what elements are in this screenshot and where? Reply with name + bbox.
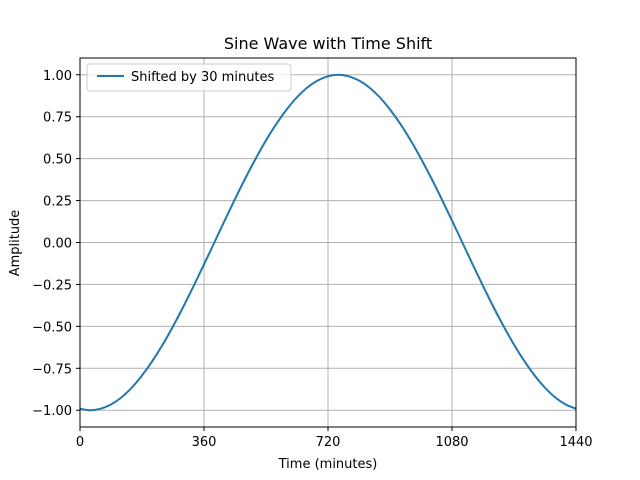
y-tick-label: 0.00 (43, 237, 72, 252)
x-axis-label: Time (minutes) (278, 457, 378, 472)
x-tick-label: 1080 (435, 435, 468, 450)
x-tick-label: 720 (316, 435, 341, 450)
x-axis: 0 360 720 1080 1440 (76, 427, 593, 450)
y-tick-label: 1.00 (43, 69, 72, 84)
y-tick-label: 0.25 (43, 195, 72, 210)
y-tick-label: −0.25 (32, 278, 72, 293)
x-tick-label: 1440 (559, 435, 592, 450)
legend: Shifted by 30 minutes (86, 63, 292, 92)
y-tick-label: −1.00 (32, 404, 72, 419)
legend-label: Shifted by 30 minutes (131, 70, 275, 85)
series-line (79, 73, 577, 412)
grid (79, 58, 577, 427)
x-tick-label: 0 (76, 435, 84, 450)
chart-title: Sine Wave with Time Shift (224, 34, 432, 53)
y-tick-label: −0.50 (32, 320, 72, 335)
y-axis-label: Amplitude (8, 210, 23, 277)
y-tick-label: 0.75 (43, 111, 72, 126)
y-tick-label: −0.75 (32, 362, 72, 377)
series-layer (79, 73, 577, 412)
legend-box (86, 63, 292, 92)
x-tick-label: 360 (192, 435, 217, 450)
y-tick-label: 0.50 (43, 153, 72, 168)
y-axis: −1.00 −0.75 −0.50 −0.25 0.00 0.25 0.50 0.75 1.00 (32, 69, 80, 419)
